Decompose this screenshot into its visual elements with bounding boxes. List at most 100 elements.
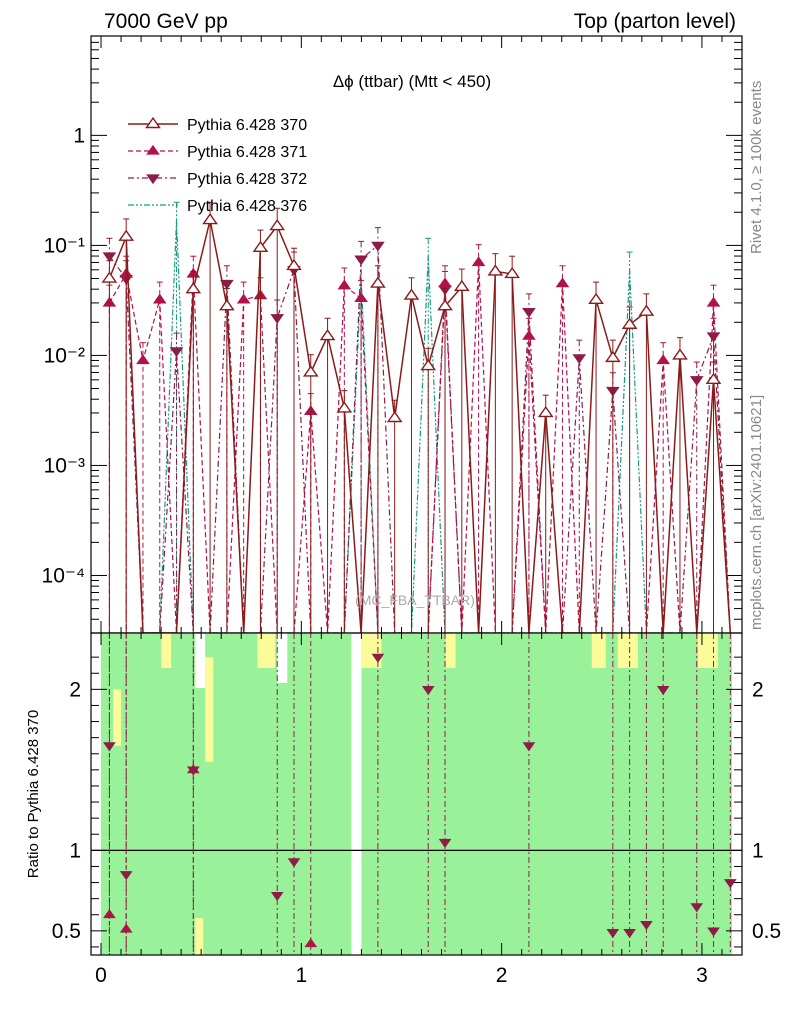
series-line [108, 219, 732, 634]
data-point [319, 328, 336, 341]
legend-label: Pythia 6.428 376 [187, 198, 307, 215]
band-yellow [445, 633, 456, 668]
ratio-y-label-left: 1 [69, 839, 81, 862]
y-tick-label: 10⁻² [44, 344, 85, 367]
header-right: Top (parton level) [574, 10, 736, 33]
data-point [236, 293, 251, 304]
data-point [269, 218, 286, 231]
main-y-tick-labels: 1 10⁻¹ 10⁻² 10⁻³ 10⁻⁴ [42, 124, 85, 587]
ratio-point [287, 858, 301, 868]
ratio-axis-ticks [91, 633, 742, 955]
ratio-point [304, 938, 318, 948]
ratio-frame [90, 632, 743, 956]
ratio-point [186, 766, 200, 776]
data-point [185, 282, 202, 294]
main-panel: (MC_FBA_TTBAR) Δϕ (ttbar) (Mtt < 450) Py… [42, 35, 743, 634]
series-0 [101, 201, 732, 634]
data-point [487, 264, 504, 276]
data-point [152, 293, 167, 304]
data-point [420, 359, 437, 371]
ratio-point [103, 742, 116, 752]
data-point [403, 288, 420, 300]
series-3 [109, 201, 731, 634]
data-point [169, 347, 184, 358]
main-series-layer [101, 201, 732, 634]
data-point [588, 292, 604, 305]
band-yellow [591, 633, 606, 668]
ratio-point [623, 929, 636, 939]
band-green [101, 633, 352, 955]
band-yellow [257, 633, 276, 668]
x-tick-label: 0 [95, 964, 107, 987]
data-point [672, 348, 688, 360]
y-tick-label: 10⁻¹ [44, 234, 85, 257]
x-tick-labels: 0 1 2 3 [95, 964, 708, 987]
data-point [286, 258, 302, 271]
series-1 [102, 244, 731, 634]
legend-label: Pythia 6.428 370 [187, 117, 307, 134]
legend-marker [145, 116, 161, 129]
y-tick-label: 10⁻³ [44, 454, 85, 477]
x-tick-label: 2 [496, 964, 508, 987]
data-point [504, 266, 520, 279]
data-point [537, 405, 554, 418]
data-point [219, 299, 235, 311]
data-point [656, 354, 671, 365]
data-point [336, 401, 353, 413]
legend-label: Pythia 6.428 372 [187, 171, 307, 188]
chart-title: Δϕ (ttbar) (Mtt < 450) [333, 72, 491, 91]
data-point [136, 354, 150, 365]
data-point [252, 240, 269, 253]
data-point [572, 354, 587, 365]
data-point [522, 329, 536, 340]
data-point [555, 277, 570, 288]
data-point [370, 276, 386, 288]
data-point [354, 255, 368, 266]
band-yellow [361, 633, 382, 668]
data-point [202, 212, 218, 225]
ratio-y-label-right: 2 [752, 678, 764, 701]
band-yellow [697, 633, 718, 668]
legend-marker [146, 144, 160, 155]
band-yellow [113, 689, 122, 746]
data-point [621, 317, 638, 329]
ratio-series-layer [103, 633, 737, 955]
data-point [102, 252, 117, 263]
data-point [101, 271, 118, 283]
x-tick-label: 3 [696, 964, 708, 987]
ratio-ylabel: Ratio to Pythia 6.428 370 [25, 710, 42, 878]
data-point [471, 256, 486, 267]
data-point [386, 410, 403, 423]
ratio-series-1 [103, 633, 737, 955]
data-point [638, 304, 655, 316]
series-2 [102, 227, 731, 634]
y-tick-label: 10⁻⁴ [42, 564, 85, 587]
band-gap [195, 633, 206, 688]
series-line [109, 219, 731, 634]
data-point [302, 365, 319, 377]
ratio-uncertainty-band [101, 633, 732, 955]
rivet-label: Rivet 4.1.0, ≥ 100k events [748, 81, 765, 254]
band-green [361, 633, 732, 955]
y-tick-label: 1 [73, 124, 85, 147]
ratio-point [270, 892, 284, 902]
ratio-point [723, 879, 737, 889]
legend-marker [146, 174, 160, 185]
data-point [354, 292, 368, 303]
data-point [706, 296, 721, 307]
data-point [371, 241, 385, 252]
ratio-point [119, 871, 133, 881]
ratio-point [656, 685, 670, 696]
ratio-point [421, 685, 435, 696]
legend-label: Pythia 6.428 371 [187, 144, 307, 161]
data-point [118, 229, 135, 241]
data-point [337, 279, 352, 290]
series-line [108, 244, 731, 634]
x-tick-label: 1 [295, 964, 307, 987]
data-point [522, 307, 536, 318]
ratio-point [438, 838, 452, 849]
header-left: 7000 GeV pp [104, 10, 228, 33]
band-yellow [195, 917, 204, 955]
band-yellow [617, 633, 638, 668]
ratio-panel: 0.5 0.5 1 1 2 2 0 1 2 3 Ratio to Pythia 6.428 37… [25, 632, 781, 987]
